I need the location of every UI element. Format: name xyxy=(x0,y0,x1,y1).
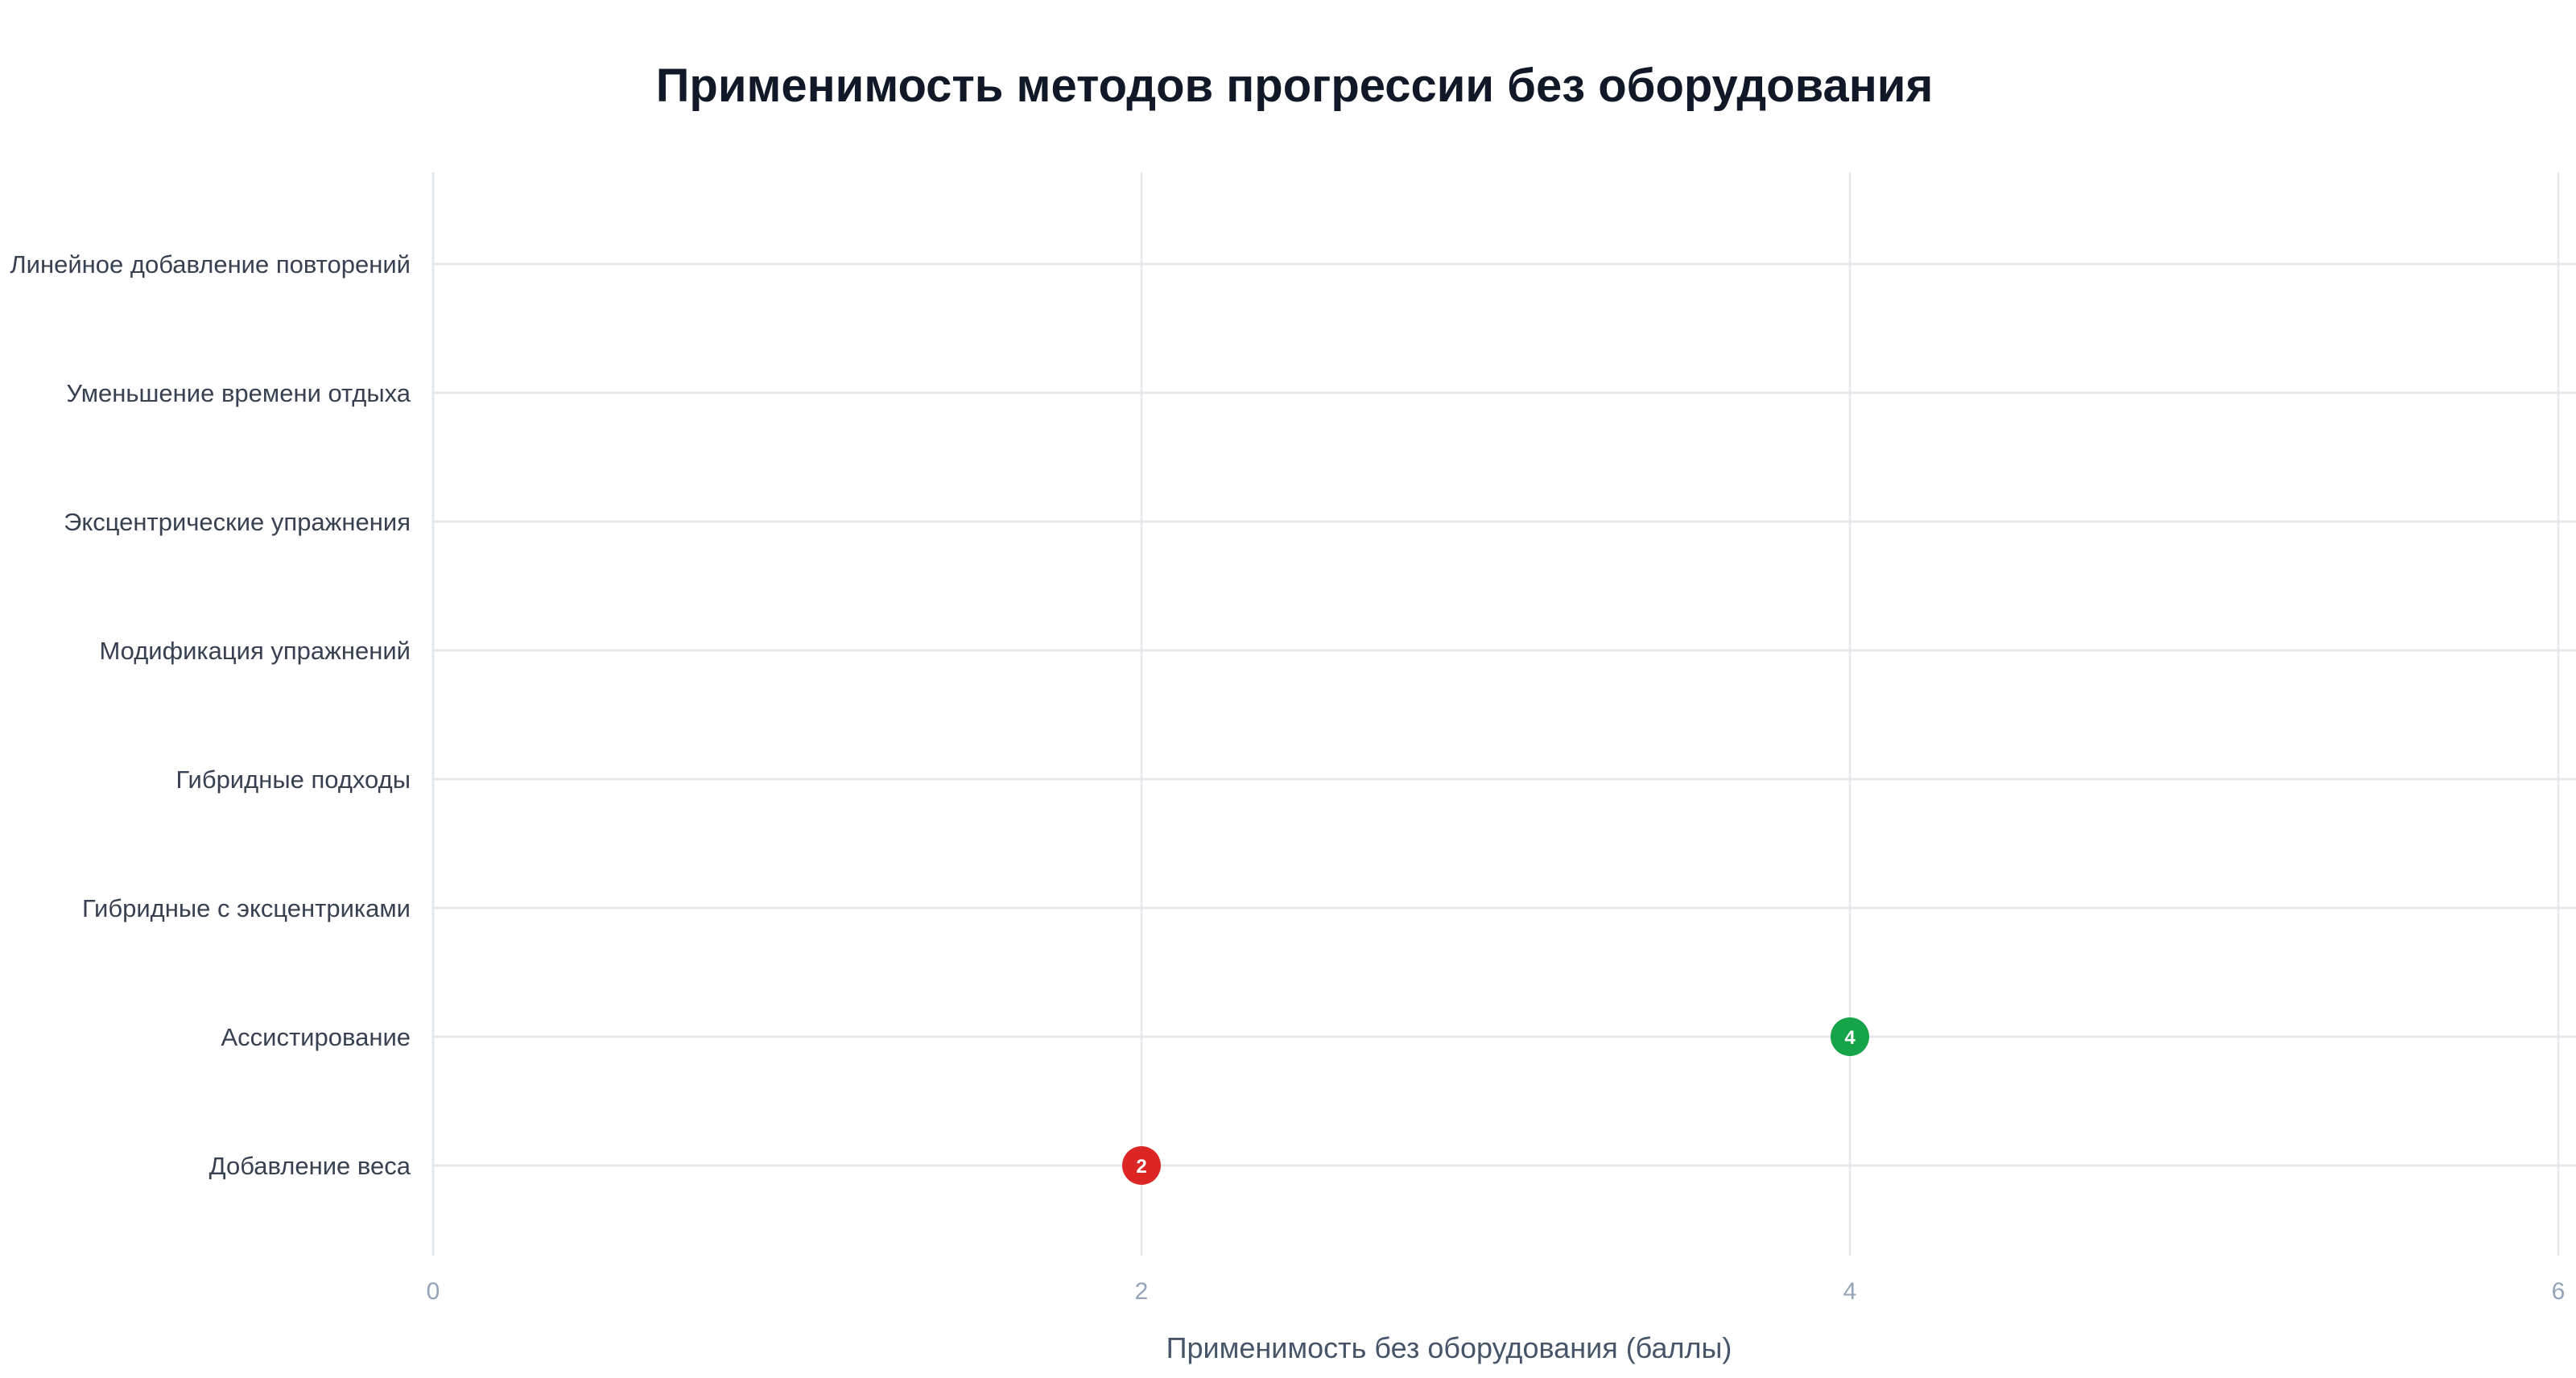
category-label: Эксцентрические упражнения xyxy=(64,508,411,536)
data-point xyxy=(1831,1017,1869,1056)
category-label: Гибридные подходы xyxy=(175,765,411,794)
x-tick-label: 0 xyxy=(427,1278,440,1305)
grid xyxy=(431,172,2560,1256)
category-rows: Линейное добавление повторений10Уменьшен… xyxy=(10,250,2576,1185)
category-label: Гибридные с эксцентриками xyxy=(82,894,411,922)
x-tick-label: 6 xyxy=(2552,1278,2566,1305)
category-label: Линейное добавление повторений xyxy=(10,250,411,278)
x-tick-label: 4 xyxy=(1843,1278,1857,1305)
x-tick-label: 2 xyxy=(1135,1278,1149,1305)
data-point-value-label: 2 xyxy=(1136,1156,1146,1178)
category-label: Уменьшение времени отдыха xyxy=(66,379,411,407)
x-axis-title: Применимость без оборудования (баллы) xyxy=(1166,1331,1732,1364)
chart-title: Применимость методов прогрессии без обор… xyxy=(656,60,1934,112)
data-point-value-label: 4 xyxy=(1844,1027,1856,1049)
category-label: Модификация упражнений xyxy=(99,637,411,665)
data-point xyxy=(1122,1146,1161,1185)
category-label: Добавление веса xyxy=(209,1152,411,1180)
x-axis: 0246810 xyxy=(427,1278,2566,1305)
category-label: Ассистирование xyxy=(221,1023,411,1051)
